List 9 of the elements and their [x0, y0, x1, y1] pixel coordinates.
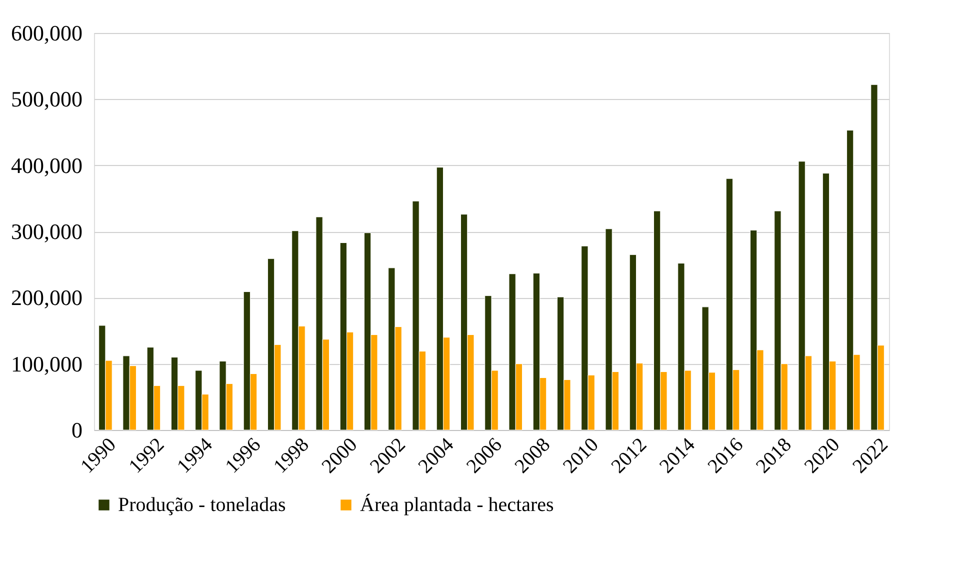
y-tick-label: 0	[72, 418, 82, 442]
y-tick-label: 400,000	[11, 152, 82, 178]
y-tick-label: 500,000	[11, 86, 82, 112]
y-tick-label: 200,000	[11, 285, 82, 310]
y-tick-label: 100,000	[11, 351, 82, 376]
y-tick-label: 600,000	[11, 20, 82, 46]
legend-label: Produção - toneladas	[118, 494, 286, 516]
y-tick-label: 300,000	[11, 219, 82, 244]
legend-label: Área plantada - hectares	[360, 493, 554, 516]
